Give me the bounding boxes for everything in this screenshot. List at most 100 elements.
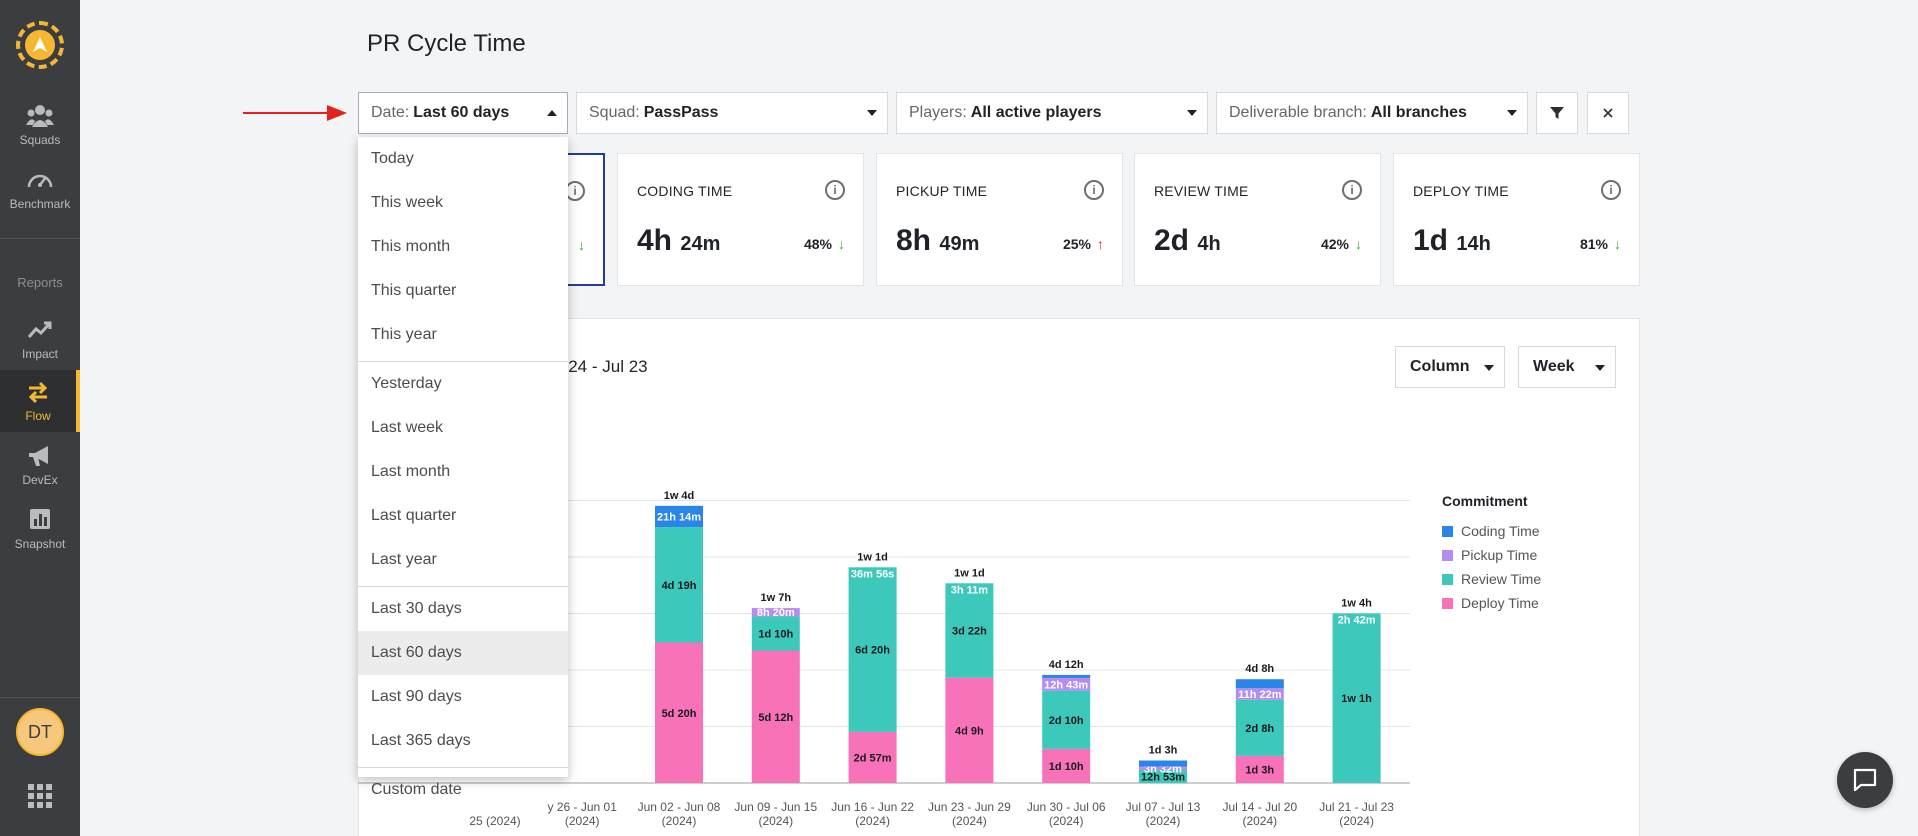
- bar-segment-label: 2d 8h: [1245, 723, 1274, 735]
- legend-item[interactable]: Deploy Time: [1442, 591, 1541, 615]
- legend-swatch: [1442, 549, 1453, 561]
- legend-label: Review Time: [1461, 571, 1542, 587]
- date-option[interactable]: This year: [371, 326, 437, 343]
- bar-segment-label: 12h 43m: [1044, 679, 1088, 691]
- bar-segment-label: 1d 3h: [1245, 764, 1274, 776]
- metric-label: CODING TIME: [637, 183, 733, 199]
- sidebar-item-devex[interactable]: DevEx: [0, 434, 80, 496]
- caret-down-icon: [867, 110, 877, 116]
- date-option[interactable]: Last 60 days: [358, 631, 568, 675]
- sidebar-item-benchmark[interactable]: Benchmark: [0, 158, 80, 220]
- date-option[interactable]: Last 365 days: [371, 732, 471, 749]
- x-tick-label: (2024): [1339, 814, 1374, 828]
- date-option[interactable]: Last quarter: [371, 507, 457, 524]
- x-tick-label: Jun 16 - Jun 22: [831, 800, 914, 814]
- bar-segment-label: 5d 20h: [662, 708, 697, 720]
- bar-total-label: 1w 1d: [857, 551, 888, 563]
- sidebar-item-snapshot[interactable]: Snapshot: [0, 498, 80, 560]
- info-icon[interactable]: i: [565, 181, 585, 201]
- date-option[interactable]: Yesterday: [371, 375, 442, 392]
- users-icon: [26, 105, 54, 127]
- caret-up-icon: [547, 110, 557, 116]
- date-option[interactable]: This quarter: [371, 282, 457, 299]
- sidebar-item-impact[interactable]: Impact: [0, 308, 80, 370]
- x-tick-label: Jul 14 - Jul 20: [1222, 800, 1297, 814]
- date-option[interactable]: Today: [371, 150, 414, 167]
- squad-filter[interactable]: Squad: PassPass: [576, 92, 888, 134]
- legend-item[interactable]: Coding Time: [1442, 519, 1541, 543]
- legend-title: Commitment: [1442, 493, 1528, 509]
- info-icon[interactable]: i: [1342, 180, 1362, 200]
- divider: [0, 238, 80, 239]
- metric-card-coding-time[interactable]: CODING TIME i 4h 24m 48% ↓: [617, 153, 864, 286]
- chat-icon: [1853, 768, 1877, 792]
- bar-chart-icon: [30, 509, 50, 529]
- date-option[interactable]: Last week: [371, 419, 444, 436]
- date-option[interactable]: Last 30 days: [371, 600, 462, 617]
- x-tick-label: Jul 21 - Jul 23: [1319, 800, 1394, 814]
- sidebar-section-reports: Reports: [17, 275, 63, 290]
- chart-type-select[interactable]: Column: [1395, 346, 1505, 388]
- bar-segment-label: 6d 20h: [855, 645, 890, 657]
- metric-card-deploy-time[interactable]: DEPLOY TIME i 1d 14h 81% ↓: [1393, 153, 1640, 286]
- bar-segment-label: 4d 19h: [662, 580, 697, 592]
- bar-segment-label: 1w 1h: [1341, 693, 1372, 705]
- bar-segment-label: 8h 20m: [757, 607, 795, 619]
- clear-filters-button[interactable]: [1587, 92, 1629, 134]
- date-option[interactable]: Last year: [371, 551, 437, 568]
- bar-segment-label: 4d 9h: [955, 725, 984, 737]
- date-option[interactable]: Last month: [371, 463, 451, 480]
- bar-total-label: 4d 8h: [1245, 663, 1274, 675]
- branch-filter[interactable]: Deliverable branch: All branches: [1216, 92, 1528, 134]
- x-tick-label: 25 (2024): [469, 814, 520, 828]
- bar-segment-label: 12h 53m: [1141, 772, 1185, 784]
- arrow-down-icon: ↓: [1614, 236, 1621, 252]
- info-icon[interactable]: i: [1084, 180, 1104, 200]
- sidebar-item-label: Snapshot: [14, 537, 66, 551]
- sidebar-item-flow[interactable]: Flow: [0, 370, 80, 432]
- bar-segment-label: 21h 14m: [657, 511, 701, 523]
- bar-total-label: 4d 12h: [1049, 659, 1084, 671]
- legend-item[interactable]: Pickup Time: [1442, 543, 1541, 567]
- bar-segment: [1332, 613, 1381, 783]
- bar-segment: [1042, 677, 1091, 691]
- x-tick-label: Jun 23 - Jun 29: [928, 800, 1011, 814]
- avatar[interactable]: DT: [16, 708, 64, 756]
- granularity-value: Week: [1533, 358, 1575, 375]
- app-logo[interactable]: [16, 21, 64, 69]
- sidebar-item-label: Flow: [25, 409, 51, 423]
- caret-down-icon: [1484, 365, 1494, 371]
- x-tick-label: (2024): [1242, 814, 1277, 828]
- sidebar-item-squads[interactable]: Squads: [0, 94, 80, 156]
- metric-label: PICKUP TIME: [896, 183, 988, 199]
- legend-label: Coding Time: [1461, 523, 1540, 539]
- bar-segment: [751, 608, 800, 617]
- chat-button[interactable]: [1837, 752, 1893, 808]
- arrow-down-icon: ↓: [838, 236, 845, 252]
- info-icon[interactable]: i: [1601, 180, 1621, 200]
- metric-card-review-time[interactable]: REVIEW TIME i 2d 4h 42% ↓: [1134, 153, 1381, 286]
- bar-segment-label: 11h 22m: [1238, 689, 1282, 701]
- info-icon[interactable]: i: [825, 180, 845, 200]
- players-filter-label: Players:: [909, 104, 967, 121]
- metric-card-pickup-time[interactable]: PICKUP TIME i 8h 49m 25% ↑: [876, 153, 1123, 286]
- players-filter[interactable]: Players: All active players: [896, 92, 1208, 134]
- branch-filter-value: All branches: [1370, 104, 1467, 121]
- granularity-select[interactable]: Week: [1518, 346, 1616, 388]
- legend-swatch: [1442, 597, 1453, 609]
- metric-value: 1d 14h: [1413, 224, 1491, 257]
- date-option[interactable]: This week: [371, 194, 444, 211]
- players-filter-value: All active players: [970, 104, 1102, 121]
- date-option[interactable]: Custom date: [371, 781, 462, 798]
- apps-grid-icon[interactable]: [28, 784, 52, 808]
- x-tick-label: (2024): [855, 814, 890, 828]
- date-filter[interactable]: Date: Last 60 days: [358, 92, 568, 134]
- metric-trend: 48% ↓: [803, 236, 845, 252]
- bar-segment-label: 5d 12h: [758, 712, 793, 724]
- legend-item[interactable]: Review Time: [1442, 567, 1541, 591]
- date-option[interactable]: This month: [371, 238, 451, 255]
- date-option[interactable]: Last 90 days: [371, 688, 462, 705]
- filter-button[interactable]: [1536, 92, 1578, 134]
- logo-icon: [25, 30, 55, 60]
- bar-segment-label: 2d 10h: [1049, 715, 1084, 727]
